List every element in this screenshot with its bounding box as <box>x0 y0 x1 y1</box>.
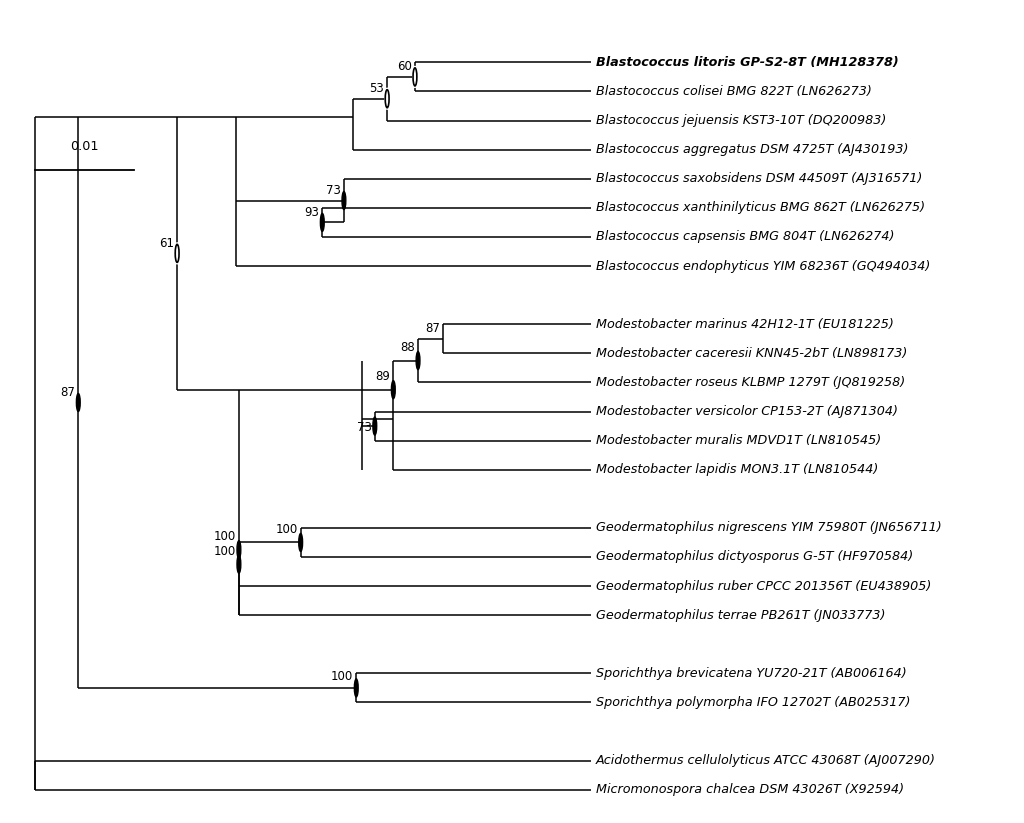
Text: Blastococcus jejuensis KST3-10T (DQ200983): Blastococcus jejuensis KST3-10T (DQ20098… <box>596 114 887 127</box>
Text: Micromonospora chalcea DSM 43026T (X92594): Micromonospora chalcea DSM 43026T (X9259… <box>596 783 904 796</box>
Circle shape <box>321 213 325 231</box>
Text: Blastococcus saxobsidens DSM 44509T (AJ316571): Blastococcus saxobsidens DSM 44509T (AJ3… <box>596 172 923 185</box>
Text: Blastococcus litoris GP-S2-8T (MH128378): Blastococcus litoris GP-S2-8T (MH128378) <box>596 56 899 69</box>
Text: Modestobacter muralis MDVD1T (LN810545): Modestobacter muralis MDVD1T (LN810545) <box>596 434 882 447</box>
Circle shape <box>413 67 417 87</box>
Circle shape <box>299 533 302 551</box>
Circle shape <box>373 417 377 435</box>
Circle shape <box>237 556 241 574</box>
Text: 87: 87 <box>60 386 75 399</box>
Text: Geodermatophilus ruber CPCC 201356T (EU438905): Geodermatophilus ruber CPCC 201356T (EU4… <box>596 579 931 593</box>
Text: 100: 100 <box>331 670 353 683</box>
Text: 100: 100 <box>275 523 298 536</box>
Text: Modestobacter lapidis MON3.1T (LN810544): Modestobacter lapidis MON3.1T (LN810544) <box>596 463 879 477</box>
Circle shape <box>354 679 358 697</box>
Circle shape <box>385 88 389 109</box>
Circle shape <box>342 192 346 210</box>
Text: Sporichthya polymorpha IFO 12702T (AB025317): Sporichthya polymorpha IFO 12702T (AB025… <box>596 696 910 709</box>
Text: 88: 88 <box>400 342 415 354</box>
Text: Blastococcus capsensis BMG 804T (LN626274): Blastococcus capsensis BMG 804T (LN62627… <box>596 230 894 244</box>
Text: 87: 87 <box>425 323 439 335</box>
Text: 73: 73 <box>356 421 372 435</box>
Text: Geodermatophilus dictyosporus G-5T (HF970584): Geodermatophilus dictyosporus G-5T (HF97… <box>596 551 913 564</box>
Circle shape <box>237 541 241 559</box>
Circle shape <box>416 351 420 370</box>
Circle shape <box>77 393 80 412</box>
Text: Sporichthya brevicatena YU720-21T (AB006164): Sporichthya brevicatena YU720-21T (AB006… <box>596 667 906 680</box>
Text: Acidothermus cellulolyticus ATCC 43068T (AJ007290): Acidothermus cellulolyticus ATCC 43068T … <box>596 754 936 767</box>
Text: 0.01: 0.01 <box>71 140 98 152</box>
Text: Blastococcus colisei BMG 822T (LN626273): Blastococcus colisei BMG 822T (LN626273) <box>596 85 871 98</box>
Text: Geodermatophilus terrae PB261T (JN033773): Geodermatophilus terrae PB261T (JN033773… <box>596 609 886 621</box>
Text: 100: 100 <box>214 545 236 558</box>
Text: Blastococcus endophyticus YIM 68236T (GQ494034): Blastococcus endophyticus YIM 68236T (GQ… <box>596 259 931 272</box>
Text: Modestobacter versicolor CP153-2T (AJ871304): Modestobacter versicolor CP153-2T (AJ871… <box>596 405 898 418</box>
Text: Modestobacter caceresii KNN45-2bT (LN898173): Modestobacter caceresii KNN45-2bT (LN898… <box>596 346 907 360</box>
Text: Modestobacter roseus KLBMP 1279T (JQ819258): Modestobacter roseus KLBMP 1279T (JQ8192… <box>596 376 905 389</box>
Text: 61: 61 <box>159 237 174 250</box>
Text: Blastococcus aggregatus DSM 4725T (AJ430193): Blastococcus aggregatus DSM 4725T (AJ430… <box>596 143 908 156</box>
Text: Blastococcus xanthinilyticus BMG 862T (LN626275): Blastococcus xanthinilyticus BMG 862T (L… <box>596 202 925 214</box>
Circle shape <box>391 381 395 398</box>
Text: Geodermatophilus nigrescens YIM 75980T (JN656711): Geodermatophilus nigrescens YIM 75980T (… <box>596 522 942 534</box>
Text: 100: 100 <box>214 530 236 543</box>
Circle shape <box>175 243 179 264</box>
Text: 89: 89 <box>376 370 390 384</box>
Text: 60: 60 <box>397 60 412 73</box>
Text: 73: 73 <box>326 184 341 197</box>
Text: 53: 53 <box>370 82 384 95</box>
Text: Modestobacter marinus 42H12-1T (EU181225): Modestobacter marinus 42H12-1T (EU181225… <box>596 318 894 331</box>
Text: 93: 93 <box>304 206 319 219</box>
